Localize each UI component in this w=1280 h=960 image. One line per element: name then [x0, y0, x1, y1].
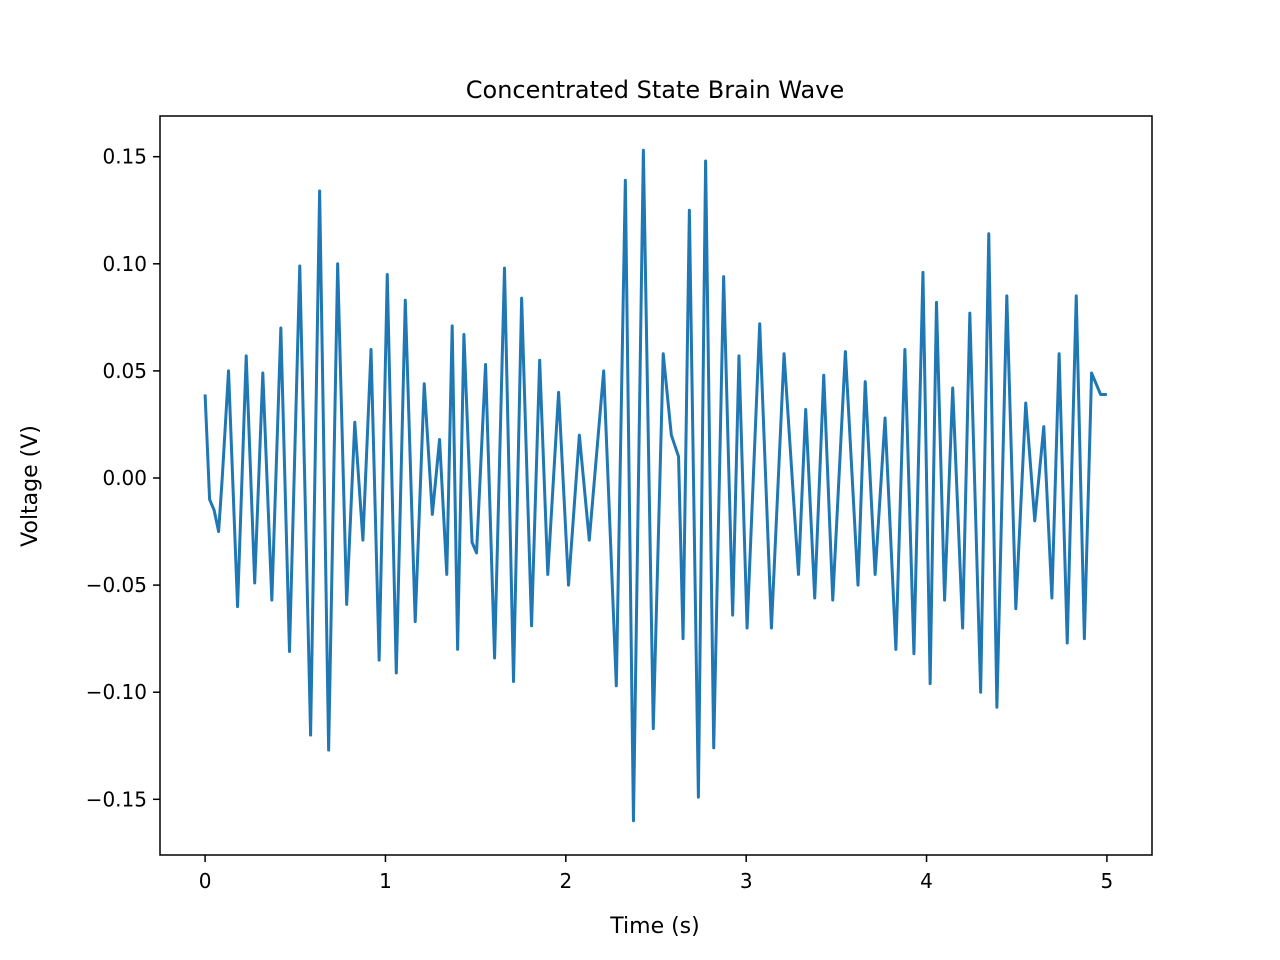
x-tick-label: 5 [1101, 869, 1114, 893]
x-tick-label: 1 [379, 869, 392, 893]
plot-frame [159, 115, 1153, 856]
x-tick-label: 2 [559, 869, 572, 893]
y-tick-label: −0.10 [86, 680, 147, 704]
plot-area [203, 148, 1107, 823]
y-axis: −0.15 −0.10 −0.05 0.00 0.05 0.10 0.15 [86, 145, 160, 811]
x-tick-label: 3 [740, 869, 753, 893]
y-axis-label: Voltage (V) [18, 425, 43, 547]
y-tick-label: −0.05 [86, 573, 147, 597]
chart-title: Concentrated State Brain Wave [466, 76, 844, 104]
y-tick-label: 0.05 [102, 359, 147, 383]
x-tick-label: 0 [199, 869, 212, 893]
x-tick-label: 4 [920, 869, 933, 893]
series-line-0 [203, 148, 1107, 823]
y-tick-label: −0.15 [86, 787, 147, 811]
y-tick-label: 0.00 [102, 466, 147, 490]
y-tick-label: 0.15 [102, 145, 147, 169]
x-axis: 0 1 2 3 4 5 [199, 855, 1114, 893]
x-axis-label: Time (s) [609, 914, 699, 939]
y-tick-label: 0.10 [102, 252, 147, 276]
